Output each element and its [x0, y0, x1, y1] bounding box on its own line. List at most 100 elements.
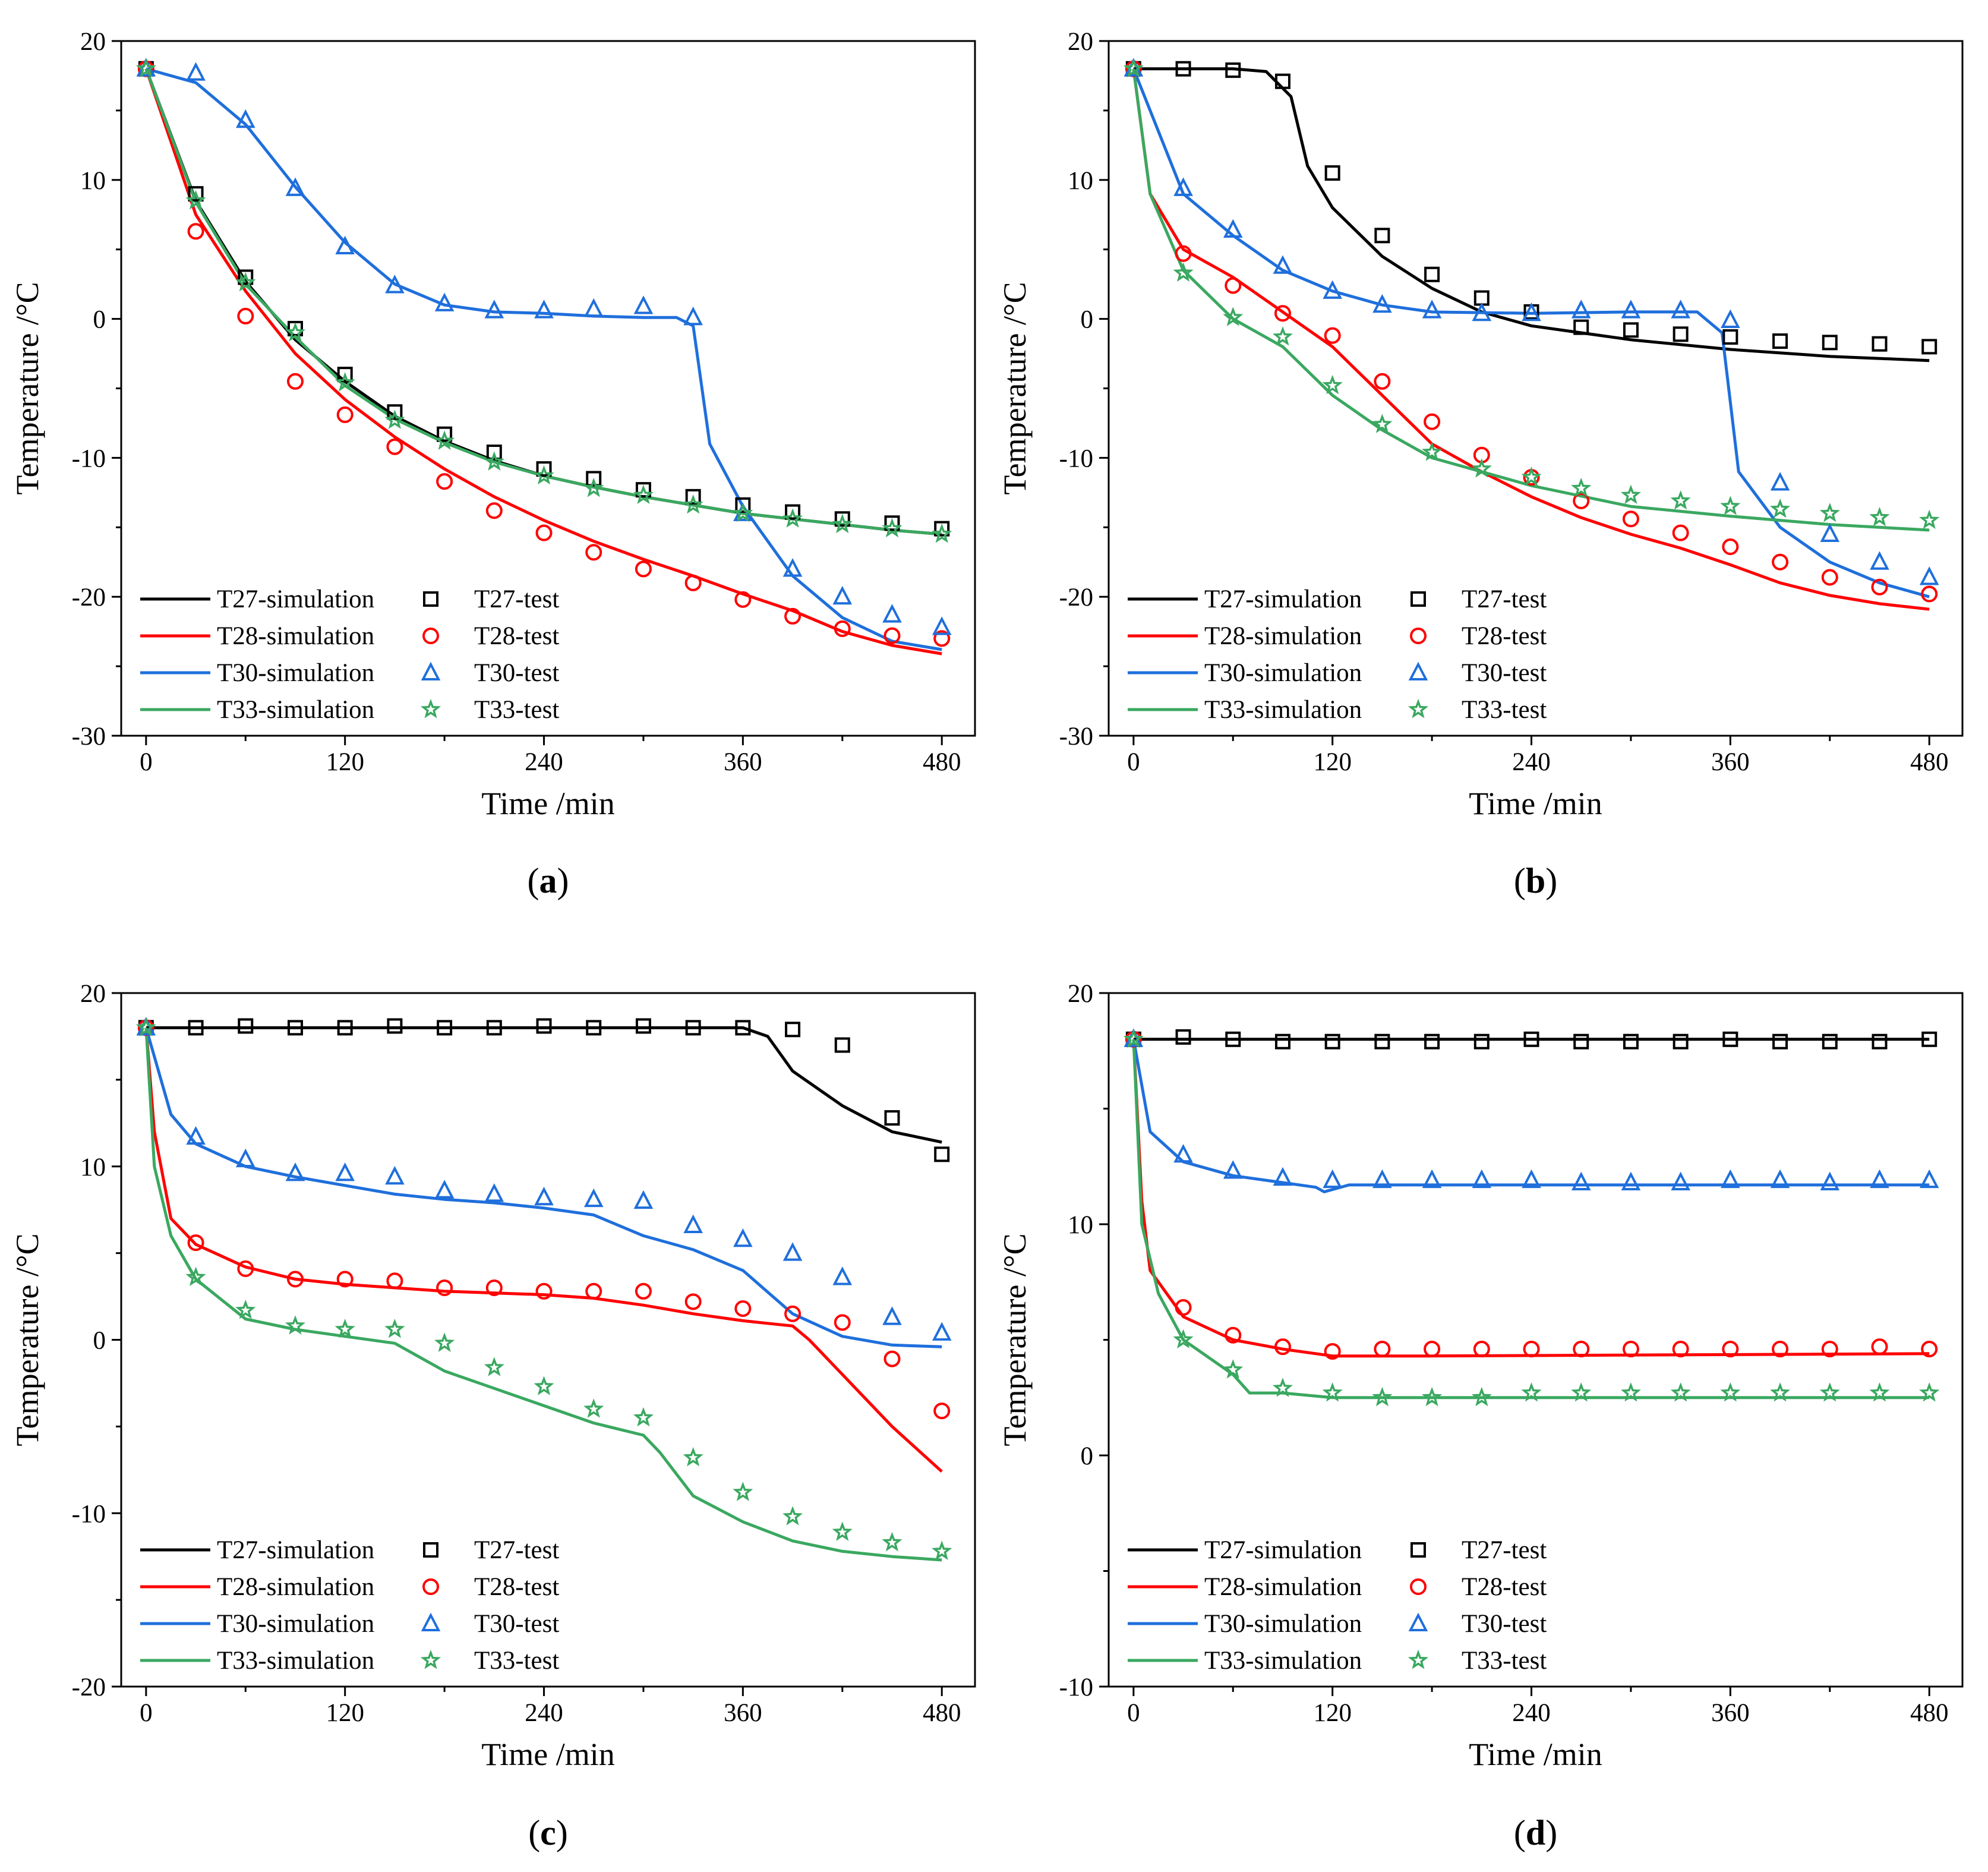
t27-test-point	[238, 1018, 254, 1034]
t27-test-point	[1424, 266, 1440, 282]
t33-test-point	[384, 1319, 405, 1338]
t33-test-point	[1571, 477, 1592, 497]
t30-test-point	[1422, 300, 1442, 319]
t33-test-point	[1670, 1382, 1691, 1402]
t33-test-point	[235, 1299, 256, 1319]
t30-test-point	[1323, 280, 1342, 299]
legend-label-test: T30-test	[1462, 1610, 1547, 1638]
t28-test-point	[1772, 553, 1789, 571]
legend-label-sim: T33-simulation	[217, 696, 374, 724]
y-tick-label: 0	[1081, 1442, 1094, 1470]
t33-test-point	[185, 190, 206, 210]
legend-label-sim: T33-simulation	[1204, 696, 1362, 724]
panel-label-open: (	[528, 1813, 540, 1852]
t30-test-point	[1372, 1169, 1392, 1189]
legend-label-sim: T33-simulation	[217, 1647, 374, 1675]
t27-simulation-line	[1133, 67, 1930, 363]
x-axis-title: Time /min	[481, 786, 615, 821]
t28-test-point	[187, 223, 204, 240]
t28-test-point	[1523, 1341, 1540, 1358]
t30-test-point	[434, 292, 455, 311]
t28-test-point	[1324, 327, 1341, 344]
t27-test-point	[1324, 165, 1340, 181]
t30-test-point	[1870, 1169, 1889, 1189]
legend-marker-t30	[1408, 661, 1428, 680]
t27-test-point	[1722, 329, 1738, 345]
t27-test-point	[437, 1020, 453, 1036]
t30-test-point	[1323, 1169, 1342, 1189]
t33-test-point	[384, 409, 405, 429]
t28-test-point	[1274, 305, 1291, 322]
t33-test-point	[1620, 484, 1642, 505]
t27-test-point	[635, 1018, 651, 1034]
t28-simulation-line	[144, 1028, 943, 1473]
t27-test-point	[188, 186, 204, 202]
y-axis-title: Temperature /°C	[10, 1233, 45, 1446]
y-tick-label: 20	[80, 28, 106, 56]
t28-test-point	[1573, 492, 1590, 509]
t33-test-point	[135, 58, 156, 78]
t27-test-point	[337, 367, 353, 383]
t30-test-point	[1273, 255, 1293, 274]
t28-test-point	[635, 560, 652, 578]
legend-label-sim: T27-simulation	[1204, 585, 1362, 613]
legend-label-sim: T28-simulation	[1204, 622, 1362, 650]
legend-marker-t30	[1408, 1612, 1428, 1631]
legend-label-test: T27-test	[1462, 585, 1547, 613]
t33-test-point	[1471, 1386, 1492, 1407]
t27-test-point	[1473, 1033, 1490, 1050]
t30-test-point	[1721, 1169, 1740, 1189]
t27-test-point	[1573, 1033, 1589, 1050]
t33-test-point	[484, 1357, 504, 1376]
t30-test-point	[1173, 177, 1193, 196]
t27-simulation-line	[146, 1026, 942, 1144]
panel-label-close: )	[557, 861, 569, 900]
x-tick-label: 240	[1512, 748, 1551, 776]
t30-test-point	[683, 1214, 703, 1233]
legend-marker-t33	[420, 1649, 441, 1669]
t33-test-point	[285, 322, 305, 342]
t33-test-point	[932, 1540, 952, 1561]
t30-test-point	[484, 1183, 504, 1202]
t30-test-point	[1919, 1169, 1939, 1189]
t28-test-point	[1871, 578, 1888, 595]
t33-test-point	[1769, 498, 1791, 518]
t30-test-point	[782, 558, 803, 577]
t33-test-point	[782, 508, 803, 528]
t27-test-point	[884, 1110, 900, 1126]
t30-test-point	[1721, 309, 1740, 328]
t33-test-point	[1869, 1382, 1890, 1402]
t33-test-point	[683, 494, 703, 514]
t33-test-point	[135, 1017, 156, 1036]
t28-test-point	[286, 373, 304, 390]
t33-simulation-line	[1132, 68, 1930, 532]
t27-test-point	[1772, 333, 1788, 349]
t28-test-point	[187, 1234, 204, 1252]
legend-label-sim: T27-simulation	[217, 1536, 374, 1564]
panel-label: (a)	[528, 861, 569, 900]
t28-test-point	[1921, 585, 1938, 603]
t28-test-point	[585, 1282, 602, 1300]
legend-marker-t27	[423, 1542, 438, 1558]
legend-label-sim: T30-simulation	[1204, 659, 1362, 687]
y-tick-label: -30	[1059, 723, 1093, 751]
x-tick-label: 120	[1313, 748, 1352, 776]
x-tick-label: 360	[1711, 1699, 1750, 1727]
t30-test-point	[583, 298, 604, 317]
t33-test-point	[1272, 1378, 1293, 1397]
y-axis-title: Temperature /°C	[997, 1233, 1033, 1446]
t27-test-point	[834, 511, 850, 527]
t30-test-point	[335, 1162, 355, 1181]
t27-test-point	[1523, 1031, 1539, 1047]
legend-marker-t33	[420, 698, 441, 718]
t30-test-point	[1870, 551, 1889, 570]
x-tick-label: 480	[1910, 1699, 1949, 1727]
t28-test-point	[784, 1305, 801, 1322]
t30-test-point	[1472, 1169, 1492, 1189]
t28-test-point	[1225, 277, 1242, 294]
panel-label-close: )	[556, 1813, 568, 1852]
legend-label-test: T28-test	[1462, 1573, 1547, 1601]
t30-test-point	[186, 62, 206, 81]
t33-test-point	[832, 513, 853, 534]
